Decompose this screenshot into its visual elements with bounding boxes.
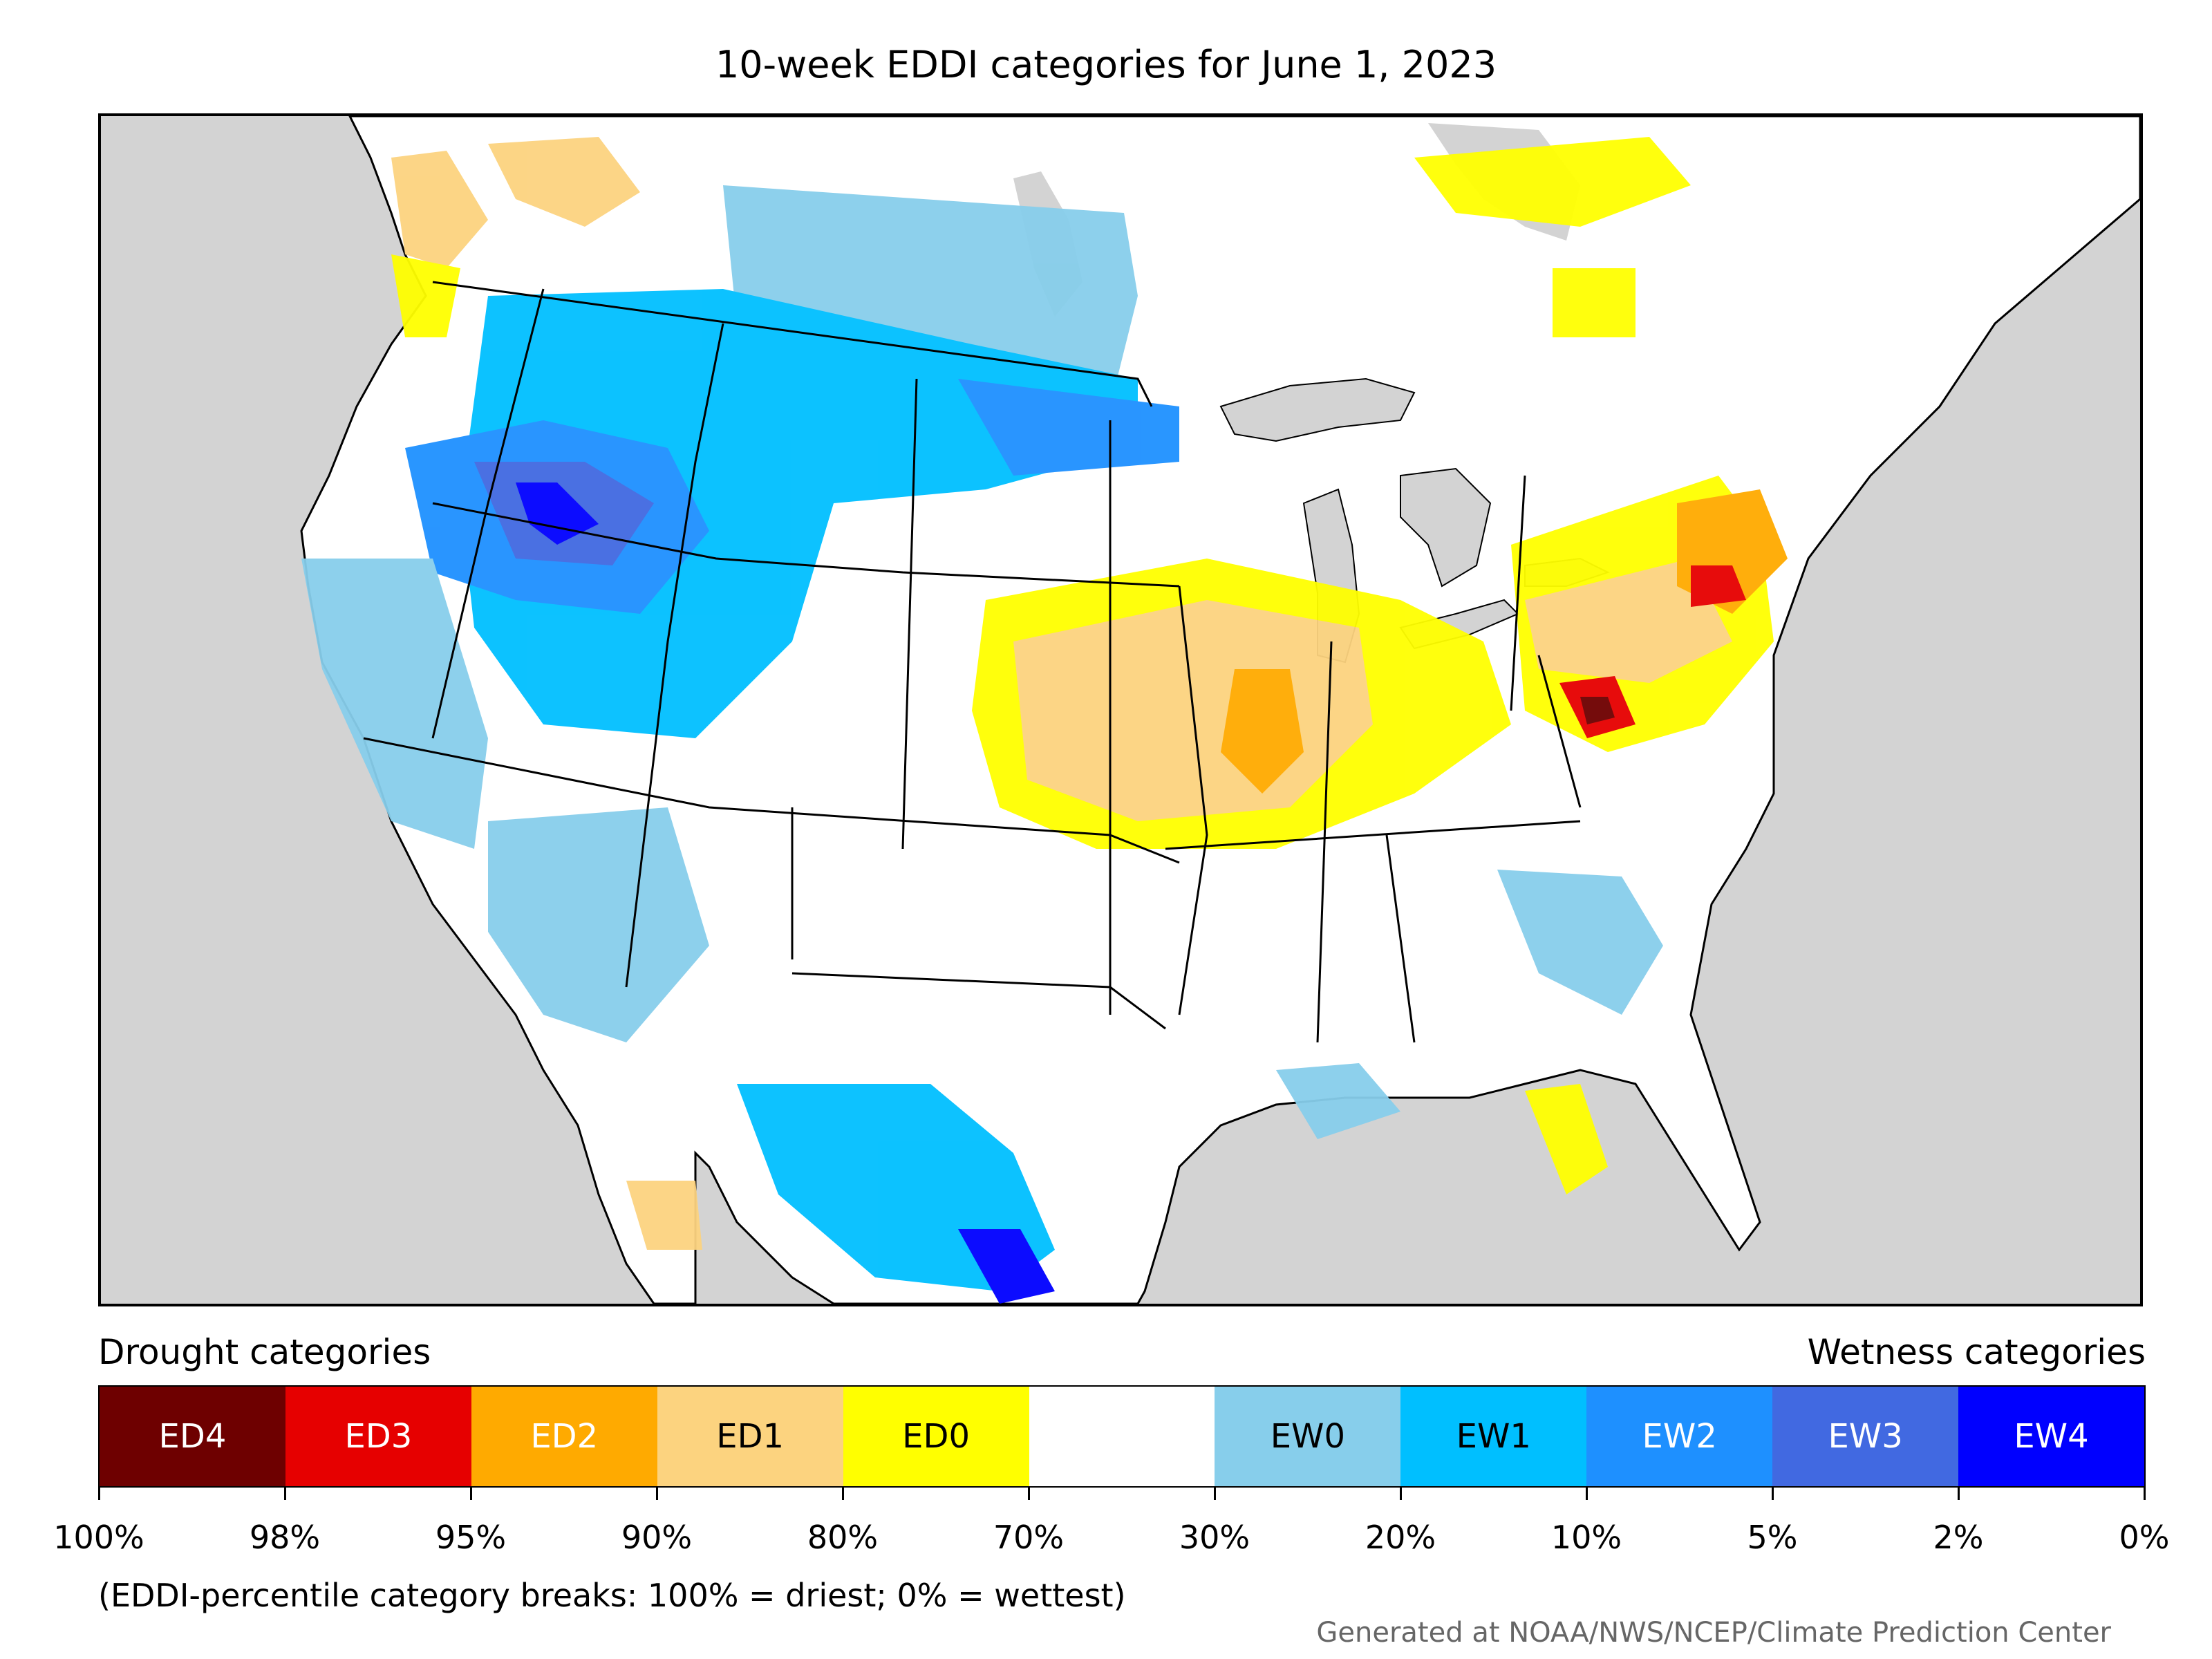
colorbar-tick-label: 30%	[1179, 1519, 1250, 1556]
colorbar-ticks	[98, 1488, 2146, 1500]
ed1-pennsylvania	[1525, 559, 1732, 683]
colorbar-tick-label: 5%	[1747, 1519, 1798, 1556]
lake-superior	[1219, 377, 1416, 442]
colorbar-tick-label: 70%	[993, 1519, 1065, 1556]
map-panel	[98, 113, 2143, 1306]
ed4-virginia-core	[1580, 697, 1615, 724]
wetness-regions	[301, 185, 1663, 1304]
category-colorbar: ED4 ED3 ED2 ED1 ED0 EW0 EW1 EW2 EW3 EW4	[98, 1385, 2146, 1488]
ew4-south-texas	[958, 1229, 1055, 1304]
ed2-illinois	[1221, 669, 1304, 794]
colorbar-cell-ew4: EW4	[1958, 1387, 2144, 1486]
colorbar-tick	[1586, 1488, 1588, 1500]
wetness-categories-label: Wetness categories	[1807, 1332, 2146, 1372]
ed1-washington	[391, 151, 488, 268]
colorbar-cell-ed0: ED0	[843, 1387, 1029, 1486]
ed1-bc	[488, 137, 640, 227]
colorbar-tick-label: 10%	[1550, 1519, 1622, 1556]
colorbar-cell-ew3: EW3	[1772, 1387, 1959, 1486]
ed3-connecticut	[1691, 565, 1746, 607]
colorbar-cell-neutral	[1029, 1387, 1215, 1486]
colorbar-tick-label: 100%	[53, 1519, 144, 1556]
colorbar-cell-ed4: ED4	[100, 1387, 285, 1486]
ed0-quebec-south	[1553, 268, 1635, 337]
colorbar-cell-ew2: EW2	[1586, 1387, 1773, 1486]
colorbar-tick	[1028, 1488, 1030, 1500]
colorbar-tick	[284, 1488, 286, 1500]
ew0-gulf	[1276, 1063, 1400, 1139]
colorbar-tick	[842, 1488, 844, 1500]
ew1-northern-rockies	[460, 289, 1138, 738]
ed0-florida	[1525, 1084, 1608, 1194]
colorbar-cell-ed2: ED2	[471, 1387, 657, 1486]
political-boundaries	[363, 281, 1582, 1043]
ew0-california	[301, 559, 488, 849]
ew0-southwest	[488, 807, 709, 1042]
ed0-washington	[391, 254, 460, 337]
colorbar-tick	[1958, 1488, 1960, 1500]
colorbar-cell-ew0: EW0	[1215, 1387, 1401, 1486]
colorbar-tick	[98, 1488, 100, 1500]
colorbar-tick-label: 98%	[249, 1519, 321, 1556]
map-title: 10-week EDDI categories for June 1, 2023	[715, 43, 1497, 86]
colorbar-tick	[2144, 1488, 2146, 1500]
ed1-baja	[626, 1181, 702, 1250]
drought-categories-label: Drought categories	[98, 1332, 431, 1372]
colorbar-tick	[1772, 1488, 1774, 1500]
category-breaks-note: (EDDI-percentile category breaks: 100% =…	[98, 1577, 1126, 1614]
colorbar-tick-label: 95%	[435, 1519, 507, 1556]
ew2-dakotas	[958, 379, 1179, 476]
colorbar-tick-label: 80%	[807, 1519, 879, 1556]
colorbar-tick-label: 90%	[621, 1519, 693, 1556]
ew4-idaho-core	[516, 482, 599, 545]
ed0-quebec	[1414, 137, 1691, 227]
colorbar-cell-ed1: ED1	[657, 1387, 843, 1486]
colorbar-cell-ew1: EW1	[1400, 1387, 1587, 1486]
colorbar-tick	[656, 1488, 658, 1500]
colorbar-tick-label: 0%	[2119, 1519, 2170, 1556]
colorbar-tick	[470, 1488, 472, 1500]
colorbar-tick	[1400, 1488, 1402, 1500]
colorbar-tick-label: 20%	[1365, 1519, 1436, 1556]
colorbar-cell-ed3: ED3	[285, 1387, 471, 1486]
ew0-southeast	[1497, 870, 1663, 1015]
colorbar-tick-label: 2%	[1933, 1519, 1984, 1556]
lake-huron	[1400, 467, 1492, 588]
colorbar-tick	[1214, 1488, 1216, 1500]
credit-line: Generated at NOAA/NWS/NCEP/Climate Predi…	[1316, 1617, 2111, 1649]
